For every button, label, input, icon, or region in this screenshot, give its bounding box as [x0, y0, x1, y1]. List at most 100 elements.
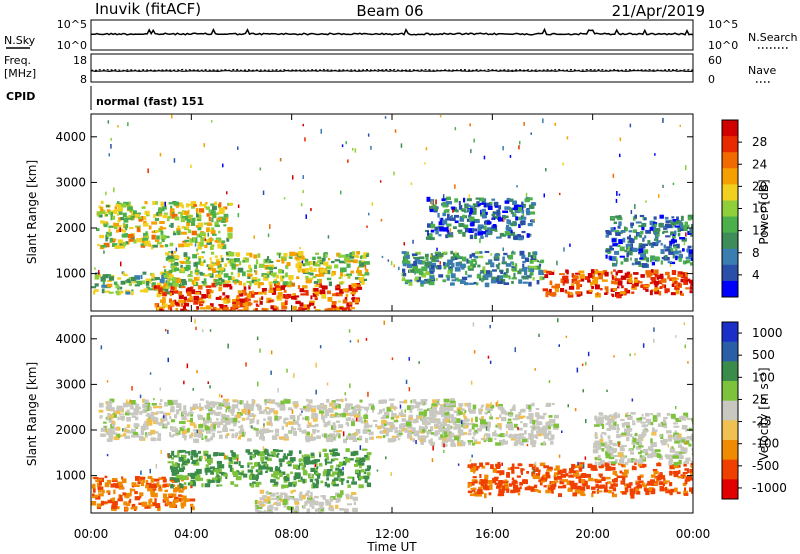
- velocity-echo-speck: [227, 343, 229, 349]
- power-echo-cell: [294, 256, 300, 260]
- power-echo-cell: [220, 255, 223, 260]
- velocity-echo-cell: [617, 452, 624, 458]
- power-echo-cell: [414, 276, 419, 280]
- power-echo-cell: [206, 288, 211, 294]
- velocity-echo-speck: [431, 458, 434, 463]
- power-echo-cell: [485, 231, 492, 234]
- power-echo-cell: [478, 251, 483, 254]
- velocity-echo-cell: [659, 488, 665, 492]
- power-echo-cell: [118, 245, 125, 249]
- velocity-echo-cell: [152, 502, 156, 506]
- velocity-echo-cell: [214, 401, 219, 405]
- power-echo-cell: [120, 280, 126, 285]
- power-echo-cell: [287, 281, 291, 286]
- velocity-echo-cell: [189, 417, 193, 423]
- power-echo-cell: [488, 259, 493, 264]
- power-echo-cell: [261, 288, 265, 293]
- power-echo-cell: [514, 210, 521, 214]
- velocity-echo-cell: [417, 434, 420, 438]
- velocity-echo-cell: [322, 418, 326, 423]
- power-colorbar-segment: [722, 216, 738, 234]
- velocity-echo-cell: [158, 477, 164, 480]
- power-echo-cell: [113, 222, 117, 228]
- velocity-echo-cell: [532, 419, 536, 425]
- power-echo-cell: [472, 203, 478, 207]
- velocity-echo-cell: [531, 402, 535, 407]
- velocity-echo-cell: [541, 479, 545, 483]
- velocity-echo-cell: [619, 447, 625, 452]
- velocity-echo-cell: [363, 425, 367, 429]
- power-echo-cell: [580, 277, 585, 282]
- velocity-echo-cell: [423, 411, 427, 417]
- velocity-echo-cell: [182, 417, 188, 420]
- power-echo-cell: [134, 284, 141, 287]
- velocity-echo-cell: [522, 468, 525, 471]
- velocity-echo-speck: [342, 431, 345, 437]
- velocity-echo-cell: [661, 440, 667, 446]
- velocity-echo-cell: [442, 437, 449, 442]
- power-echo-cell: [187, 298, 193, 303]
- velocity-echo-cell: [324, 433, 327, 438]
- velocity-echo-cell: [133, 423, 138, 428]
- velocity-echo-speck: [218, 393, 221, 398]
- velocity-echo-cell: [254, 462, 258, 465]
- power-echo-cell: [493, 201, 498, 206]
- power-echo-cell: [170, 285, 175, 290]
- velocity-echo-cell: [183, 405, 187, 411]
- velocity-echo-cell: [324, 481, 328, 487]
- velocity-echo-cell: [244, 411, 250, 415]
- power-echo-cell: [227, 283, 232, 287]
- velocity-echo-cell: [209, 426, 215, 431]
- velocity-echo-cell: [197, 477, 203, 481]
- velocity-echo-cell: [351, 421, 355, 427]
- power-echo-cell: [654, 223, 657, 227]
- power-echo-cell: [451, 262, 455, 268]
- power-echo-cell: [207, 222, 212, 226]
- velocity-echo-cell: [689, 478, 693, 481]
- velocity-echo-cell: [310, 492, 313, 496]
- power-echo-cell: [321, 285, 328, 290]
- power-echo-cell: [166, 271, 172, 276]
- velocity-echo-cell: [92, 494, 98, 498]
- velocity-echo-cell: [514, 415, 520, 419]
- power-echo-speck: [320, 128, 322, 134]
- power-echo-cell: [649, 290, 653, 296]
- velocity-echo-cell: [181, 464, 184, 468]
- velocity-echo-cell: [421, 417, 427, 422]
- velocity-echo-cell: [312, 417, 318, 422]
- velocity-echo-cell: [285, 422, 288, 427]
- velocity-echo-cell: [349, 412, 354, 417]
- velocity-echo-cell: [677, 475, 683, 479]
- power-echo-cell: [523, 203, 526, 208]
- velocity-echo-cell: [331, 481, 336, 486]
- power-y-tick-label: 3000: [55, 175, 86, 189]
- velocity-echo-cell: [211, 432, 215, 438]
- velocity-echo-cell: [638, 480, 644, 484]
- power-echo-cell: [674, 225, 680, 228]
- power-echo-cell: [685, 278, 691, 282]
- velocity-echo-cell: [230, 459, 233, 465]
- power-echo-cell: [162, 272, 166, 275]
- velocity-echo-cell: [304, 457, 308, 460]
- velocity-echo-cell: [138, 502, 144, 505]
- velocity-echo-speck: [209, 329, 212, 332]
- velocity-echo-cell: [341, 480, 344, 485]
- velocity-echo-cell: [286, 506, 291, 510]
- velocity-echo-cell: [212, 468, 219, 473]
- velocity-echo-cell: [572, 470, 578, 474]
- power-echo-speck: [262, 190, 265, 195]
- velocity-echo-cell: [519, 441, 525, 446]
- velocity-echo-cell: [457, 425, 462, 430]
- power-echo-cell: [341, 308, 347, 311]
- velocity-echo-cell: [140, 425, 147, 431]
- velocity-echo-cell: [310, 467, 315, 472]
- power-echo-cell: [529, 271, 534, 276]
- velocity-echo-cell: [492, 477, 496, 481]
- velocity-echo-speck: [684, 344, 686, 349]
- velocity-echo-cell: [661, 482, 668, 485]
- power-echo-cell: [152, 201, 156, 205]
- velocity-echo-cell: [652, 452, 657, 458]
- power-colorbar-segment: [722, 168, 738, 185]
- power-echo-cell: [178, 294, 184, 299]
- power-echo-cell: [264, 309, 267, 311]
